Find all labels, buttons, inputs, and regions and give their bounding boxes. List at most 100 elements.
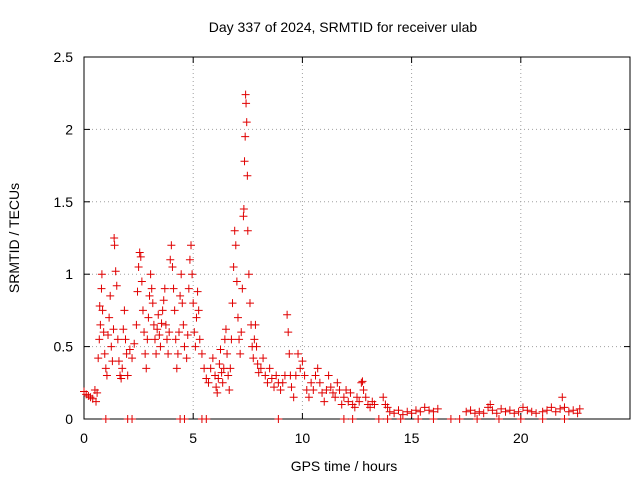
grid <box>84 57 630 419</box>
data-point <box>96 320 105 329</box>
data-point <box>353 393 361 402</box>
data-point <box>501 407 510 416</box>
data-point <box>221 325 230 334</box>
data-point <box>494 415 503 423</box>
data-point <box>227 335 236 344</box>
data-point <box>92 397 101 406</box>
data-point <box>132 320 141 329</box>
chart-title: Day 337 of 2024, SRMTID for receiver ula… <box>209 19 478 35</box>
data-point <box>230 226 239 235</box>
data-point <box>307 378 316 387</box>
data-point <box>155 331 164 340</box>
data-point <box>142 364 151 373</box>
data-point <box>169 284 178 293</box>
data-point <box>191 342 200 351</box>
y-tick-label: 1.5 <box>54 194 74 210</box>
data-point <box>518 403 527 412</box>
data-point <box>411 406 420 415</box>
data-point <box>119 325 128 334</box>
data-point <box>94 354 103 363</box>
data-point <box>270 383 279 392</box>
data-point <box>109 325 118 334</box>
data-point <box>168 262 177 271</box>
data-point <box>466 406 475 415</box>
data-point <box>339 415 348 423</box>
data-point <box>225 386 234 395</box>
data-point <box>523 406 532 415</box>
data-point <box>216 345 225 354</box>
data-point <box>547 403 556 412</box>
data-point <box>110 241 119 250</box>
data-point <box>455 415 464 423</box>
data-point <box>244 270 253 279</box>
data-point <box>350 403 359 412</box>
data-point <box>235 335 244 344</box>
data-point <box>226 364 235 373</box>
data-point <box>228 299 237 308</box>
data-point <box>147 284 156 293</box>
data-point <box>146 270 155 279</box>
data-point <box>379 393 388 402</box>
data-point <box>206 364 215 373</box>
data-point <box>95 335 104 344</box>
data-point <box>261 371 270 380</box>
data-point <box>98 306 107 315</box>
data-point <box>272 371 281 380</box>
data-point <box>366 403 375 412</box>
data-point <box>558 393 567 402</box>
data-point <box>148 299 157 308</box>
data-point <box>322 386 331 395</box>
data-point <box>398 410 407 419</box>
data-point <box>121 335 130 344</box>
data-point <box>193 287 202 296</box>
data-point <box>150 335 159 344</box>
data-point <box>573 409 582 418</box>
data-point <box>527 407 536 416</box>
data-point <box>355 397 364 406</box>
data-point <box>160 284 169 293</box>
data-point <box>113 335 122 344</box>
data-point <box>283 310 292 319</box>
data-point <box>236 349 245 358</box>
data-point <box>479 409 488 418</box>
data-point <box>130 339 139 348</box>
data-point <box>420 403 429 412</box>
data-point <box>172 364 181 373</box>
data-point <box>93 388 102 397</box>
data-point <box>110 234 119 242</box>
data-point <box>178 299 187 308</box>
data-point <box>390 409 399 418</box>
data-point <box>287 383 296 392</box>
data-point <box>185 255 194 264</box>
data-point <box>101 364 110 373</box>
data-point <box>123 371 132 380</box>
data-point <box>492 409 501 418</box>
data-point <box>256 364 265 373</box>
x-tick-label: 15 <box>404 430 420 446</box>
data-point <box>475 407 484 416</box>
data-point <box>416 407 425 416</box>
y-tick-label: 2 <box>65 121 73 137</box>
data-point <box>274 415 283 423</box>
x-tick-label: 20 <box>513 430 529 446</box>
data-point <box>202 415 211 423</box>
data-point <box>229 262 238 271</box>
data-point <box>357 378 366 387</box>
data-point <box>291 371 300 380</box>
data-point <box>159 296 168 305</box>
data-point <box>486 400 495 409</box>
data-point <box>145 291 154 300</box>
data-point <box>97 284 106 293</box>
data-point <box>538 415 547 423</box>
data-point <box>143 335 152 344</box>
data-point <box>252 342 261 351</box>
data-point <box>134 262 143 271</box>
data-point <box>253 359 262 368</box>
data-point <box>470 409 479 418</box>
data-point <box>407 409 416 418</box>
data-point <box>473 415 482 423</box>
data-point <box>289 393 298 402</box>
data-point <box>346 388 355 397</box>
data-point <box>195 335 204 344</box>
data-point <box>232 277 241 286</box>
